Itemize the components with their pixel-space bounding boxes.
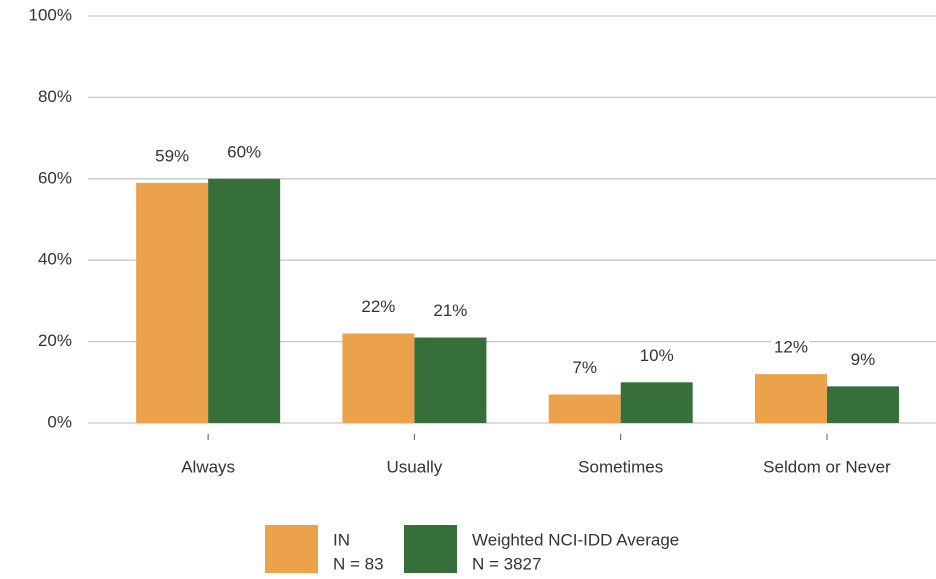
value-label: 22% [361, 297, 395, 316]
value-label: 7% [572, 358, 597, 377]
value-label: 59% [155, 146, 189, 165]
x-tick-label: Usually [387, 457, 443, 476]
value-label: 60% [227, 142, 261, 161]
legend-sample: N = 83 [333, 554, 384, 573]
y-tick-label: 40% [38, 250, 72, 269]
bar [754, 374, 827, 423]
bar [414, 337, 487, 423]
y-tick-label: 80% [38, 87, 72, 106]
legend-label: IN [333, 530, 350, 549]
bar [342, 333, 415, 423]
y-tick-label: 0% [47, 412, 72, 431]
x-tick-label: Sometimes [578, 457, 663, 476]
y-tick-label: 20% [38, 331, 72, 350]
value-label: 21% [433, 301, 467, 320]
legend-sample: N = 3827 [472, 554, 541, 573]
legend-label: Weighted NCI-IDD Average [472, 530, 679, 549]
x-tick-label: Seldom or Never [763, 457, 891, 476]
value-label: 12% [774, 338, 808, 357]
value-label: 9% [851, 350, 876, 369]
bar [136, 182, 209, 423]
x-tick-label: Always [181, 457, 235, 476]
y-tick-label: 60% [38, 168, 72, 187]
legend-swatch [404, 525, 457, 573]
legend-swatch [265, 525, 318, 573]
bar [548, 394, 621, 423]
bar [826, 386, 899, 423]
bar [620, 382, 693, 423]
y-tick-label: 100% [29, 5, 72, 24]
bar [208, 178, 281, 423]
value-label: 10% [640, 346, 674, 365]
